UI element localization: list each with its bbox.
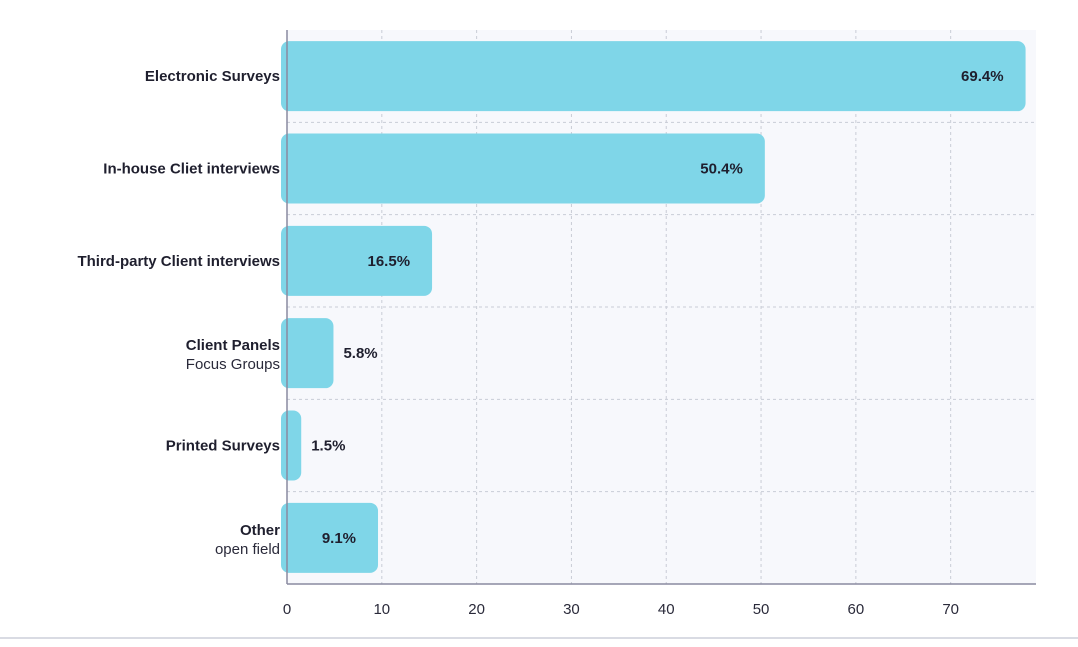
x-tick-label: 50 xyxy=(753,601,770,618)
data-label: 5.8% xyxy=(343,345,377,362)
x-tick-label: 20 xyxy=(468,601,485,618)
x-tick-label: 0 xyxy=(283,601,291,618)
category-sublabel: open field xyxy=(215,541,280,558)
category-label: In-house Cliet interviews xyxy=(103,161,280,178)
category-labels: Electronic Surveys In-house Cliet intervi… xyxy=(77,68,280,558)
data-labels: 69.4% 50.4% 16.5% 5.8% 1.5% 9.1% xyxy=(311,68,1003,547)
x-axis-tick-labels: 0 10 20 30 40 50 60 70 xyxy=(283,601,959,618)
category-label: Third-party Client interviews xyxy=(77,253,280,270)
x-tick-label: 60 xyxy=(848,601,865,618)
bar xyxy=(281,225,433,296)
bars xyxy=(281,41,1026,573)
data-label: 16.5% xyxy=(368,253,411,270)
category-label: Printed Surveys xyxy=(166,438,280,455)
bar xyxy=(281,502,379,573)
data-label: 9.1% xyxy=(322,530,356,547)
category-label: Other xyxy=(240,522,280,539)
data-label: 69.4% xyxy=(961,68,1004,85)
bar xyxy=(281,318,334,389)
category-label: Electronic Surveys xyxy=(145,68,280,85)
data-label: 50.4% xyxy=(700,161,743,178)
category-sublabel: Focus Groups xyxy=(186,356,280,373)
x-tick-label: 30 xyxy=(563,601,580,618)
data-label: 1.5% xyxy=(311,438,345,455)
bottom-divider xyxy=(0,637,1078,639)
bar xyxy=(281,410,302,481)
bar xyxy=(281,133,765,204)
category-label: Client Panels xyxy=(186,337,280,354)
x-tick-label: 40 xyxy=(658,601,675,618)
bar xyxy=(281,41,1026,112)
x-tick-label: 10 xyxy=(373,601,390,618)
grid-lines xyxy=(287,30,1036,584)
x-tick-label: 70 xyxy=(942,601,959,618)
